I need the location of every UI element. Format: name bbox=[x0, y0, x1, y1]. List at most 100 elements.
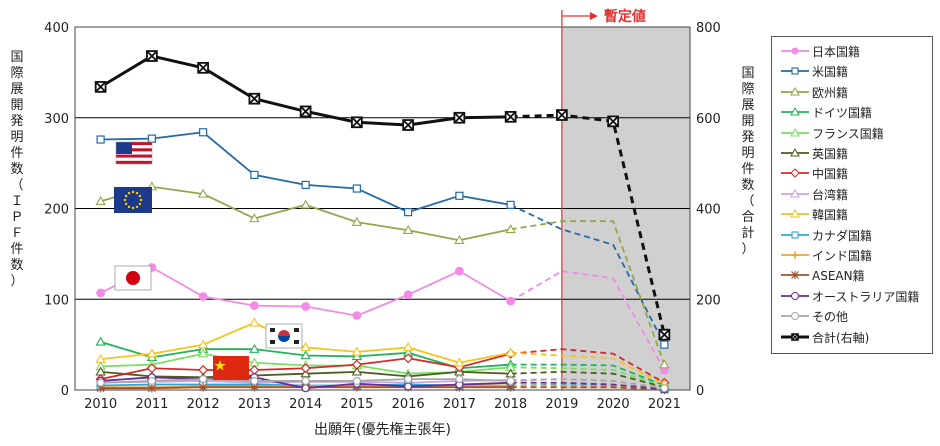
legend-swatch bbox=[780, 84, 810, 100]
us-flag-stripe bbox=[116, 155, 152, 158]
y-tick-right: 0 bbox=[696, 384, 704, 399]
data-point bbox=[507, 377, 514, 384]
data-point bbox=[302, 303, 310, 311]
legend-label: 韓国籍 bbox=[812, 206, 848, 223]
legend-swatch bbox=[780, 125, 810, 141]
axis-label-char: 展 bbox=[741, 98, 754, 114]
y-tick-right: 400 bbox=[696, 203, 721, 218]
legend-item: インド国籍 bbox=[772, 245, 932, 265]
eu-flag-star bbox=[132, 191, 134, 193]
axis-label-char: 明 bbox=[10, 130, 23, 146]
eu-flag-star bbox=[128, 192, 130, 194]
x-tick: 2010 bbox=[84, 397, 117, 412]
data-point bbox=[661, 341, 668, 348]
legend-marker bbox=[792, 292, 799, 299]
data-point bbox=[200, 129, 207, 136]
legend-marker bbox=[791, 251, 799, 259]
legend-label: オーストラリア国籍 bbox=[812, 288, 919, 305]
legend-swatch bbox=[780, 247, 810, 263]
data-point bbox=[405, 376, 412, 383]
data-point bbox=[148, 377, 155, 384]
data-point bbox=[353, 377, 360, 384]
data-point bbox=[456, 267, 464, 275]
data-point bbox=[507, 201, 514, 208]
data-point bbox=[456, 376, 463, 383]
kr-flag-trigram bbox=[270, 340, 275, 344]
data-point bbox=[353, 185, 360, 192]
legend-item: 欧州籍 bbox=[772, 82, 932, 102]
kr-flag-trigram bbox=[270, 328, 275, 332]
legend-item: その他 bbox=[772, 306, 932, 326]
legend-label: インド国籍 bbox=[812, 247, 872, 264]
series-line-solid bbox=[101, 187, 511, 241]
data-point bbox=[148, 135, 155, 142]
provisional-label: 暫定値 bbox=[604, 8, 646, 25]
axis-label-char: 計 bbox=[741, 226, 754, 242]
x-tick: 2011 bbox=[135, 397, 168, 412]
legend-swatch bbox=[780, 227, 810, 243]
eu-flag-star bbox=[136, 206, 138, 208]
legend-label: 中国籍 bbox=[812, 165, 848, 182]
legend-swatch bbox=[780, 308, 810, 324]
legend-label: 英国籍 bbox=[812, 145, 848, 162]
axis-label-char: 開 bbox=[741, 114, 754, 130]
kr-flag-icon bbox=[266, 324, 302, 348]
legend-swatch bbox=[780, 145, 810, 161]
data-point bbox=[199, 293, 207, 301]
axis-label-char: 国 bbox=[741, 66, 754, 82]
x-tick: 2019 bbox=[545, 397, 578, 412]
axis-label-char: Ｐ bbox=[10, 210, 23, 226]
axis-label-char: ） bbox=[741, 242, 754, 258]
axis-label-char: 発 bbox=[10, 114, 23, 130]
legend-swatch bbox=[780, 186, 810, 202]
legend: 日本国籍米国籍欧州籍ドイツ国籍フランス国籍英国籍中国籍台湾籍韓国籍カナダ国籍イン… bbox=[771, 36, 933, 354]
axis-label-char: 件 bbox=[10, 242, 23, 258]
x-tick: 2017 bbox=[443, 397, 476, 412]
data-point bbox=[507, 297, 515, 305]
axis-label-char: Ｆ bbox=[10, 226, 23, 242]
data-point bbox=[405, 209, 412, 216]
legend-swatch bbox=[780, 206, 810, 222]
axis-label-char: 発 bbox=[741, 130, 754, 146]
legend-marker bbox=[792, 68, 798, 74]
us-flag-stripe bbox=[116, 158, 152, 161]
legend-swatch bbox=[780, 329, 810, 345]
legend-item: カナダ国籍 bbox=[772, 225, 932, 245]
data-point bbox=[97, 136, 104, 143]
axis-label-char: 合 bbox=[741, 210, 754, 226]
x-tick: 2014 bbox=[289, 397, 322, 412]
y-tick-right: 600 bbox=[696, 112, 721, 127]
data-point bbox=[302, 377, 309, 384]
legend-item: 韓国籍 bbox=[772, 204, 932, 224]
legend-item: 英国籍 bbox=[772, 143, 932, 163]
axis-label-char: （ bbox=[741, 194, 754, 210]
legend-item: ドイツ国籍 bbox=[772, 102, 932, 122]
jp-flag-disc bbox=[126, 271, 140, 285]
axis-label-char: 展 bbox=[10, 82, 23, 98]
y-axis-left-label: 国際展開発明件数（ＩＰＦ件数） bbox=[8, 50, 26, 290]
data-point bbox=[251, 171, 258, 178]
data-point bbox=[251, 302, 259, 310]
y-tick-left: 200 bbox=[44, 203, 69, 218]
y-tick-right: 800 bbox=[696, 21, 721, 36]
legend-label: 日本国籍 bbox=[812, 43, 860, 60]
x-tick: 2012 bbox=[187, 397, 220, 412]
eu-flag-star bbox=[128, 206, 130, 208]
y-tick-left: 300 bbox=[44, 112, 69, 127]
data-point bbox=[301, 201, 309, 208]
legend-swatch bbox=[780, 43, 810, 59]
axis-label-char: 数 bbox=[10, 258, 23, 274]
data-point bbox=[199, 366, 207, 374]
us-flag-canton bbox=[116, 142, 132, 154]
legend-swatch bbox=[780, 267, 810, 283]
eu-flag-icon bbox=[114, 187, 152, 213]
legend-marker bbox=[792, 48, 799, 55]
legend-label: その他 bbox=[812, 308, 848, 325]
legend-item: 日本国籍 bbox=[772, 41, 932, 61]
axis-label-char: 件 bbox=[741, 162, 754, 178]
legend-label: 合計(右軸) bbox=[812, 329, 869, 346]
y-tick-left: 100 bbox=[44, 293, 69, 308]
axis-label-char: 件 bbox=[10, 146, 23, 162]
eu-flag-star bbox=[139, 195, 141, 197]
legend-label: 米国籍 bbox=[812, 63, 848, 80]
